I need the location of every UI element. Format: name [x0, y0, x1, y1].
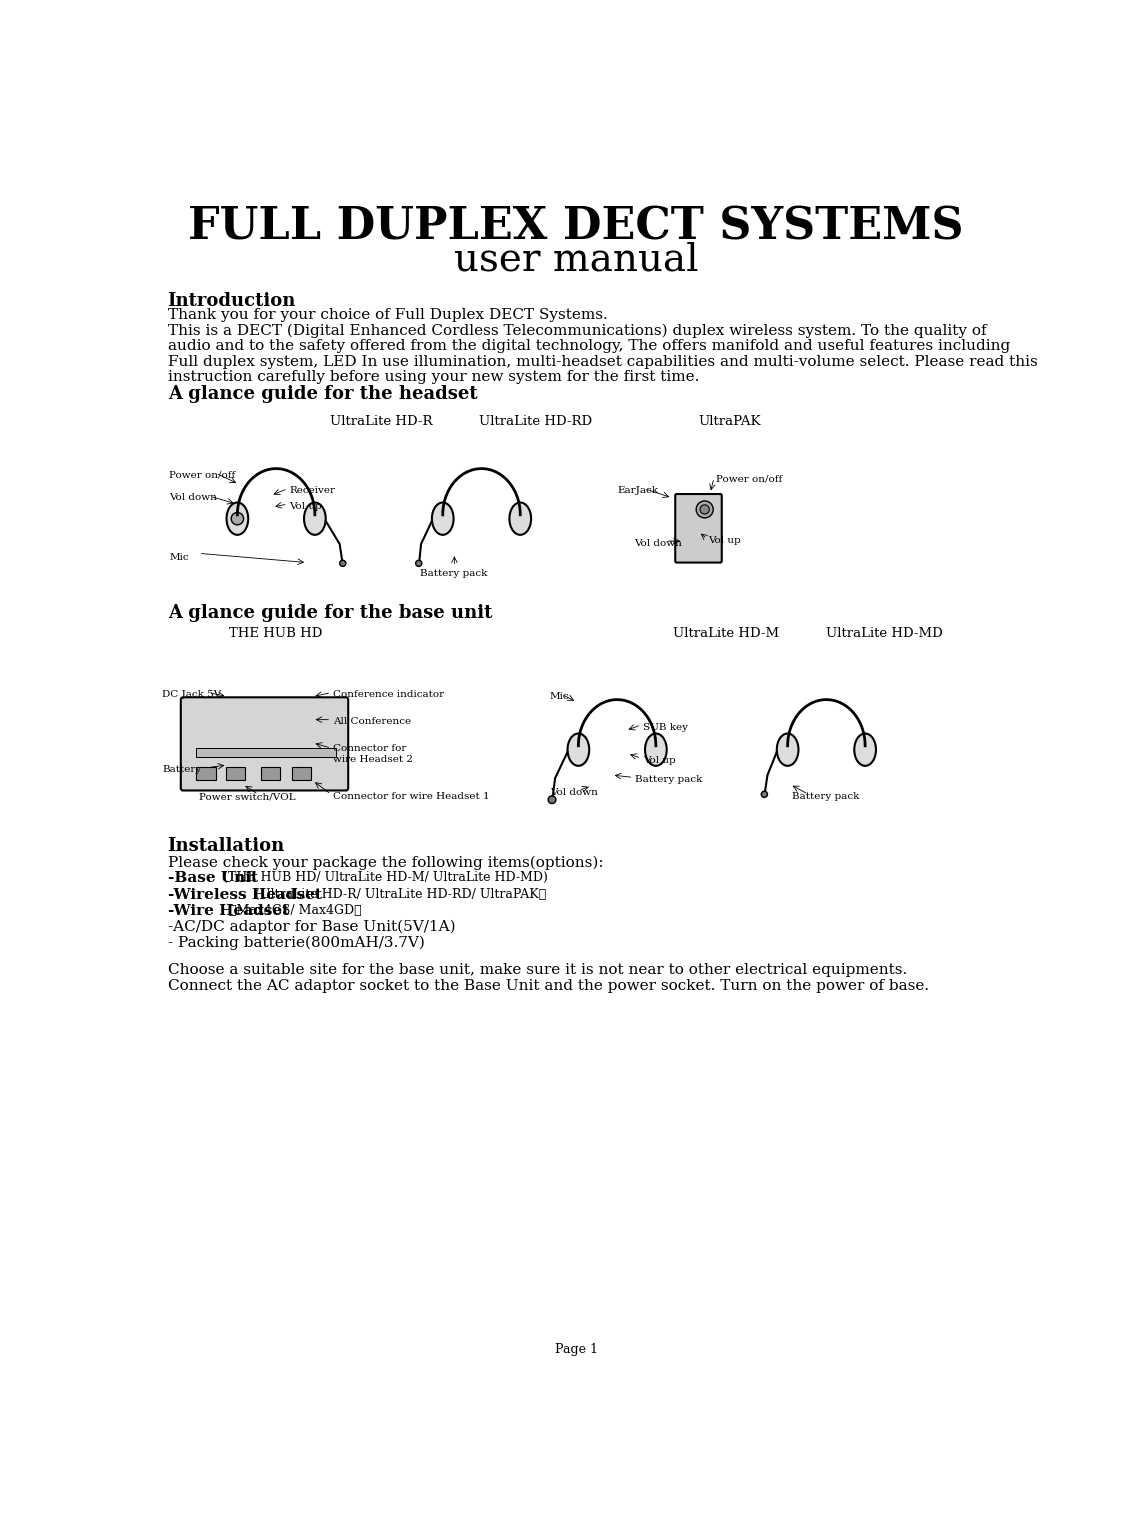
- Text: instruction carefully before using your new system for the first time.: instruction carefully before using your …: [167, 371, 699, 384]
- Text: Receiver: Receiver: [289, 487, 335, 496]
- Circle shape: [696, 501, 714, 517]
- Ellipse shape: [854, 733, 876, 766]
- Ellipse shape: [568, 733, 589, 766]
- Text: Battery pack: Battery pack: [635, 775, 702, 784]
- Circle shape: [761, 792, 768, 798]
- Text: UltraLite HD-R: UltraLite HD-R: [329, 415, 432, 427]
- Text: UltraLite HD-MD: UltraLite HD-MD: [826, 628, 943, 640]
- Text: Vol down: Vol down: [170, 493, 217, 502]
- Text: SUB key: SUB key: [643, 723, 688, 732]
- Text: （Max4GS/ Max4GD）: （Max4GS/ Max4GD）: [229, 903, 362, 917]
- Text: Full duplex system, LED In use illumination, multi-headset capabilities and mult: Full duplex system, LED In use illuminat…: [167, 355, 1037, 369]
- Text: Vol down: Vol down: [550, 788, 598, 798]
- Ellipse shape: [777, 733, 798, 766]
- Text: This is a DECT (Digital Enhanced Cordless Telecommunications) duplex wireless sy: This is a DECT (Digital Enhanced Cordles…: [167, 325, 986, 338]
- Text: wire Headset 2: wire Headset 2: [333, 755, 413, 764]
- Text: - Packing batterie(800mAH/3.7V): - Packing batterie(800mAH/3.7V): [167, 935, 425, 951]
- Text: -Wireless Headset: -Wireless Headset: [167, 888, 327, 902]
- Text: Connector for: Connector for: [333, 744, 406, 753]
- Text: Please check your package the following items(options):: Please check your package the following …: [167, 856, 604, 870]
- FancyBboxPatch shape: [181, 697, 348, 790]
- Bar: [291, 767, 311, 781]
- Text: Vol down: Vol down: [634, 539, 682, 548]
- Circle shape: [416, 560, 422, 566]
- Text: Power on/off: Power on/off: [716, 475, 782, 484]
- Text: Installation: Installation: [167, 836, 284, 854]
- Text: Connector for wire Headset 1: Connector for wire Headset 1: [333, 792, 489, 801]
- Bar: [226, 767, 245, 781]
- Bar: [197, 767, 216, 781]
- Text: -AC/DC adaptor for Base Unit(5V/1A): -AC/DC adaptor for Base Unit(5V/1A): [167, 920, 455, 934]
- Text: THE HUB HD: THE HUB HD: [229, 628, 323, 640]
- Circle shape: [700, 505, 709, 514]
- Circle shape: [232, 513, 244, 525]
- Text: UltraPAK: UltraPAK: [698, 415, 761, 427]
- Text: Connect the AC adaptor socket to the Base Unit and the power socket. Turn on the: Connect the AC adaptor socket to the Bas…: [167, 980, 928, 994]
- Text: Power switch/VOL: Power switch/VOL: [199, 792, 296, 801]
- Text: DC Jack 5V: DC Jack 5V: [162, 690, 221, 700]
- Text: Mic: Mic: [170, 553, 189, 562]
- Text: (UltraLite HD-R/ UltraLite HD-RD/ UltraPAK）: (UltraLite HD-R/ UltraLite HD-RD/ UltraP…: [255, 888, 546, 900]
- Text: A glance guide for the headset: A glance guide for the headset: [167, 386, 478, 404]
- Text: -Wire Headset: -Wire Headset: [167, 903, 294, 917]
- Text: UltraLite HD-M: UltraLite HD-M: [672, 628, 779, 640]
- Text: Mic: Mic: [550, 692, 570, 701]
- Text: Battery pack: Battery pack: [419, 568, 487, 577]
- Text: A glance guide for the base unit: A glance guide for the base unit: [167, 605, 492, 622]
- Text: EarJack: EarJack: [618, 487, 659, 496]
- Text: Vol up: Vol up: [643, 756, 676, 766]
- Text: audio and to the safety offered from the digital technology, The offers manifold: audio and to the safety offered from the…: [167, 340, 1009, 354]
- Text: Vol up: Vol up: [289, 502, 323, 511]
- Bar: [197, 749, 336, 758]
- Text: Choose a suitable site for the base unit, make sure it is not near to other elec: Choose a suitable site for the base unit…: [167, 963, 907, 977]
- Text: Introduction: Introduction: [167, 291, 296, 309]
- Ellipse shape: [227, 502, 248, 534]
- Text: Conference indicator: Conference indicator: [333, 690, 444, 700]
- Text: user manual: user manual: [454, 242, 698, 279]
- Text: Thank you for your choice of Full Duplex DECT Systems.: Thank you for your choice of Full Duplex…: [167, 308, 607, 323]
- Ellipse shape: [303, 502, 326, 534]
- Ellipse shape: [645, 733, 667, 766]
- Text: Vol up: Vol up: [708, 536, 742, 545]
- Text: Page 1: Page 1: [554, 1343, 598, 1355]
- Text: -Base Unit: -Base Unit: [167, 871, 263, 885]
- Circle shape: [339, 560, 346, 566]
- Text: Battery: Battery: [162, 766, 201, 775]
- Bar: [261, 767, 280, 781]
- Text: (THE HUB HD/ UltraLite HD-M/ UltraLite HD-MD): (THE HUB HD/ UltraLite HD-M/ UltraLite H…: [224, 871, 549, 885]
- FancyBboxPatch shape: [676, 495, 722, 562]
- Ellipse shape: [509, 502, 532, 534]
- Ellipse shape: [432, 502, 454, 534]
- Text: All Conference: All Conference: [333, 718, 411, 726]
- Text: Power on/off: Power on/off: [170, 470, 235, 479]
- Circle shape: [549, 796, 556, 804]
- Text: Battery pack: Battery pack: [791, 792, 859, 801]
- Text: UltraLite HD-RD: UltraLite HD-RD: [479, 415, 592, 427]
- Text: FULL DUPLEX DECT SYSTEMS: FULL DUPLEX DECT SYSTEMS: [189, 205, 963, 248]
